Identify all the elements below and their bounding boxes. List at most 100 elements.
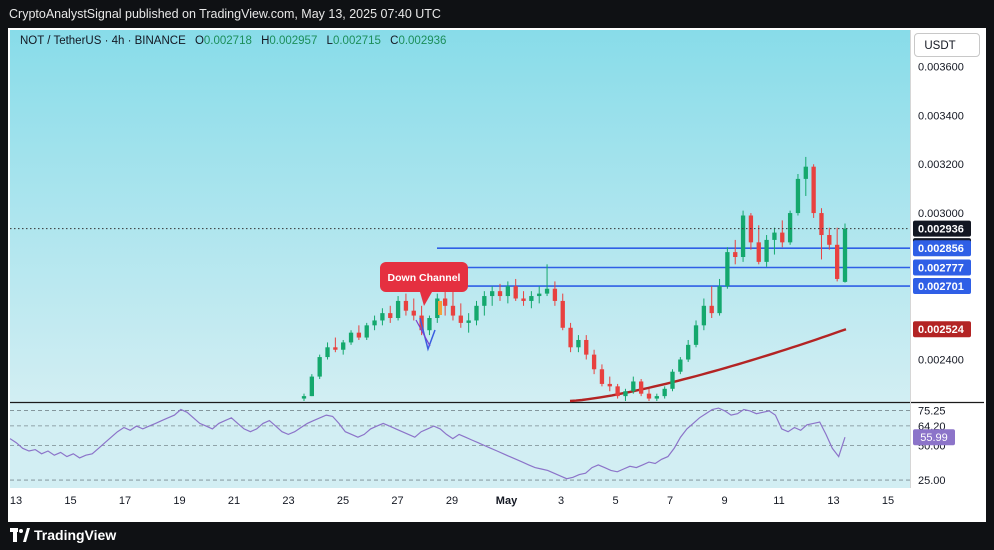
candle-body bbox=[380, 313, 385, 321]
candle bbox=[576, 335, 581, 353]
candle-body bbox=[654, 396, 659, 399]
candle bbox=[388, 305, 393, 323]
candle bbox=[780, 220, 785, 248]
candle bbox=[552, 281, 558, 306]
candle-body bbox=[740, 215, 746, 257]
candle bbox=[513, 278, 518, 301]
candle bbox=[544, 264, 550, 297]
candle-body bbox=[364, 325, 369, 338]
candle-body bbox=[348, 332, 354, 343]
candle-body bbox=[537, 293, 542, 297]
close-key: C bbox=[390, 35, 399, 47]
open-value: 0.002718 bbox=[203, 35, 252, 47]
high-value: 0.002957 bbox=[269, 35, 318, 47]
candle-body bbox=[505, 286, 511, 297]
price-label-text: 0.002701 bbox=[918, 281, 964, 293]
candle-body bbox=[670, 371, 675, 389]
candle-body bbox=[701, 305, 707, 326]
candle bbox=[395, 296, 401, 321]
candle bbox=[631, 376, 636, 394]
candle bbox=[505, 281, 511, 304]
time-tick-label: 9 bbox=[721, 495, 727, 507]
candle bbox=[458, 303, 463, 328]
candle-body bbox=[819, 213, 824, 236]
candle-body bbox=[686, 344, 691, 360]
time-tick-label: 15 bbox=[64, 495, 76, 507]
candle-body bbox=[301, 396, 307, 399]
candle-body bbox=[717, 286, 722, 314]
candle bbox=[803, 156, 808, 196]
candle-body bbox=[395, 300, 401, 319]
publisher-line: CryptoAnalystSignal published on Trading… bbox=[9, 7, 441, 21]
rsi-line bbox=[9, 407, 846, 480]
candle bbox=[435, 293, 440, 323]
candle-body bbox=[521, 298, 526, 301]
time-tick-label: 25 bbox=[337, 495, 349, 507]
down-channel-label-pointer bbox=[420, 292, 432, 306]
candle bbox=[427, 315, 432, 336]
symbol-legend: NOT / TetherUS · 4h · BINANCE O0.002718 … bbox=[20, 35, 446, 47]
candle bbox=[599, 364, 605, 387]
currency-button[interactable]: USDT bbox=[914, 33, 980, 57]
candle-body bbox=[599, 369, 605, 384]
down-channel-line bbox=[419, 317, 436, 352]
time-tick-label: 21 bbox=[228, 495, 240, 507]
main-pane-background bbox=[10, 30, 910, 402]
candle bbox=[482, 291, 487, 316]
close-value: 0.002936 bbox=[398, 35, 447, 47]
high-key: H bbox=[261, 35, 270, 47]
candle-body bbox=[552, 288, 558, 301]
price-tick-label: 0.003200 bbox=[918, 159, 964, 171]
price-label: 0.002936 bbox=[913, 220, 971, 237]
candle-body bbox=[764, 239, 769, 262]
candle bbox=[591, 349, 597, 375]
candle bbox=[756, 225, 761, 265]
price-tick-label: 0.002400 bbox=[918, 355, 964, 367]
candle bbox=[811, 164, 816, 218]
candle-body bbox=[317, 357, 322, 377]
candle-body bbox=[333, 347, 338, 350]
price-label-text: 0.002524 bbox=[918, 324, 965, 336]
price-label-box bbox=[913, 278, 971, 295]
candle bbox=[709, 286, 714, 319]
price-tick-label: 0.003600 bbox=[918, 62, 964, 74]
candle-body bbox=[403, 300, 409, 311]
candle-body bbox=[356, 332, 362, 338]
time-tick-label: 5 bbox=[612, 495, 618, 507]
candle bbox=[842, 223, 848, 283]
candle-body bbox=[309, 376, 314, 397]
candle bbox=[607, 376, 612, 392]
candle-body bbox=[325, 347, 330, 358]
candle-body bbox=[827, 235, 832, 245]
low-key: L bbox=[326, 35, 333, 47]
candle-body bbox=[795, 178, 801, 214]
time-tick-label: 23 bbox=[282, 495, 294, 507]
candle-body bbox=[662, 388, 667, 397]
candle-body bbox=[591, 354, 597, 370]
candle bbox=[819, 208, 824, 260]
publisher-bar: CryptoAnalystSignal published on Trading… bbox=[0, 0, 994, 28]
candle-body bbox=[372, 320, 377, 326]
candle bbox=[764, 235, 769, 267]
price-tick-label: 0.003400 bbox=[918, 110, 964, 122]
candle bbox=[795, 174, 801, 216]
candle bbox=[521, 291, 526, 306]
down-channel-label: Down Channel bbox=[388, 272, 461, 284]
time-tick-label: 13 bbox=[10, 495, 22, 507]
candle bbox=[537, 286, 542, 304]
rsi-value-badge bbox=[913, 429, 955, 446]
candle bbox=[686, 339, 691, 362]
time-tick-label: 29 bbox=[446, 495, 458, 507]
candle bbox=[568, 322, 573, 353]
candle-body bbox=[341, 342, 346, 350]
candle bbox=[411, 298, 416, 321]
time-tick-label: 15 bbox=[882, 495, 894, 507]
candle-body bbox=[842, 228, 848, 282]
price-label-box bbox=[913, 321, 971, 338]
candle bbox=[646, 388, 652, 401]
candle-body bbox=[450, 305, 456, 316]
candle-body bbox=[607, 383, 612, 387]
candle bbox=[372, 315, 377, 331]
candle-body bbox=[435, 298, 440, 319]
